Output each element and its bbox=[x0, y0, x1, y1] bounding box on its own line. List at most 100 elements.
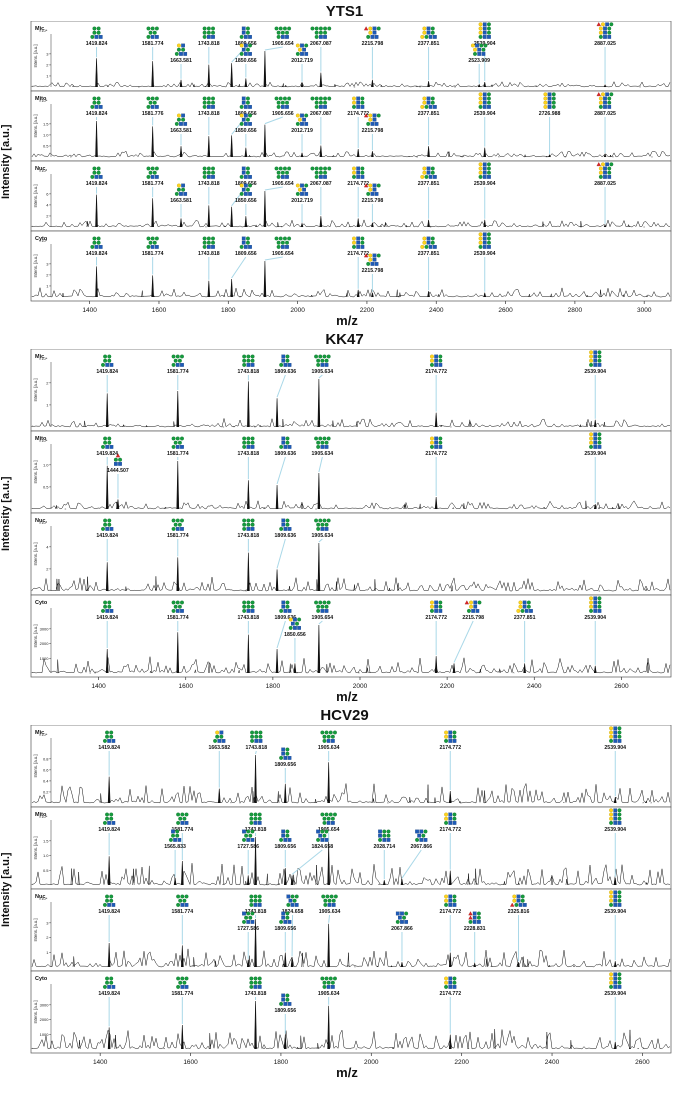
peak bbox=[207, 280, 211, 298]
peak bbox=[317, 542, 321, 592]
minor-peak bbox=[208, 662, 211, 674]
peak-label: 2067.866 bbox=[391, 926, 413, 932]
minor-peak bbox=[622, 293, 625, 298]
glycan-icon bbox=[239, 43, 253, 56]
y-tick-label: 0.5 bbox=[43, 484, 49, 489]
peak bbox=[448, 952, 452, 968]
peak bbox=[181, 945, 184, 968]
y-axis-label: Intensity [a.u.] bbox=[0, 852, 12, 927]
peak-label: 1905.634 bbox=[318, 991, 340, 997]
y-tick-label: 0.2 bbox=[43, 789, 49, 794]
y-axis-label: Intensity [a.u.] bbox=[0, 476, 12, 551]
y-exponent-label: ×10⁴ bbox=[39, 28, 48, 33]
minor-peak bbox=[314, 799, 317, 804]
spectrum-trace bbox=[31, 150, 671, 158]
glycan-icon bbox=[310, 96, 332, 109]
minor-peak bbox=[522, 956, 525, 968]
peak-label: 1419.824 bbox=[98, 991, 120, 997]
minor-peak bbox=[528, 294, 531, 298]
minor-peak bbox=[483, 790, 486, 804]
minor-peak bbox=[281, 419, 284, 428]
peak-label: 2377.851 bbox=[418, 111, 440, 117]
x-tick-label: 1600 bbox=[152, 307, 167, 314]
peak bbox=[107, 1027, 111, 1050]
minor-peak bbox=[642, 1048, 645, 1050]
minor-peak bbox=[376, 965, 379, 968]
y-exponent-label: ×10⁴ bbox=[39, 98, 48, 103]
minor-peak bbox=[646, 662, 649, 674]
row-label-mic: Mic bbox=[35, 26, 44, 32]
annotation-arrow bbox=[264, 256, 283, 261]
annotation-arrow bbox=[264, 186, 283, 191]
peak-label: 1419.824 bbox=[86, 251, 108, 257]
peak-label: 1581.774 bbox=[167, 533, 189, 539]
glycan-icon bbox=[589, 432, 602, 449]
minor-peak bbox=[193, 83, 196, 88]
minor-peak bbox=[284, 84, 287, 88]
glycan-icon bbox=[589, 350, 602, 367]
peak-label: 1743.818 bbox=[238, 615, 260, 621]
minor-peak bbox=[390, 965, 393, 968]
minor-peak bbox=[579, 423, 582, 428]
glycan-icon bbox=[239, 96, 252, 109]
minor-peak bbox=[223, 225, 226, 228]
annotation-arrow bbox=[328, 914, 331, 923]
minor-peak bbox=[289, 663, 292, 674]
glycan-icon bbox=[543, 92, 556, 109]
peak bbox=[317, 378, 321, 428]
glycan-icon bbox=[213, 730, 226, 743]
x-tick-label: 2400 bbox=[545, 1059, 560, 1066]
peak-label: 1809.636 bbox=[275, 615, 297, 621]
peak-label: 1581.774 bbox=[142, 181, 164, 187]
y-tick-label: 2 bbox=[46, 62, 49, 67]
peak-label: 1727.586 bbox=[237, 926, 259, 932]
glycan-icon bbox=[90, 96, 103, 109]
glycan-icon bbox=[609, 890, 622, 907]
minor-peak bbox=[609, 154, 612, 158]
glycan-icon bbox=[146, 96, 159, 109]
minor-peak bbox=[535, 85, 538, 88]
peak-label: 2174.772 bbox=[439, 991, 461, 997]
peak-label: 2174.772 bbox=[439, 827, 461, 833]
glycan-icon bbox=[395, 911, 409, 924]
minor-peak bbox=[543, 506, 546, 510]
peak bbox=[151, 198, 154, 228]
y-tick-label: 1.0 bbox=[43, 132, 49, 137]
glycan-icon bbox=[352, 166, 365, 179]
y-axis-label: Intensity [a.u.] bbox=[0, 124, 12, 199]
spectrum-box bbox=[30, 349, 672, 432]
glycan-icon bbox=[90, 166, 103, 179]
peak bbox=[207, 205, 211, 228]
peak-label: 1419.824 bbox=[98, 827, 120, 833]
minor-peak bbox=[380, 224, 382, 228]
minor-peak bbox=[70, 868, 73, 886]
peak-label: 1581.774 bbox=[167, 369, 189, 375]
peak-label: 2174.772 bbox=[425, 451, 447, 457]
peak-label: 1565.833 bbox=[164, 844, 186, 850]
glycan-icon bbox=[478, 162, 491, 179]
peak bbox=[105, 393, 109, 428]
spectrum-trace bbox=[31, 576, 671, 592]
glycan-icon bbox=[176, 976, 189, 989]
minor-peak bbox=[586, 294, 589, 298]
peak bbox=[434, 412, 438, 428]
peak bbox=[523, 663, 526, 674]
y-tick-label: 3 bbox=[46, 920, 49, 925]
spectrum-box bbox=[30, 21, 672, 92]
peak-label: 1419.824 bbox=[98, 745, 120, 751]
x-tick-label: 2400 bbox=[527, 683, 542, 690]
y-tick-label: 1.5 bbox=[43, 121, 49, 126]
minor-peak bbox=[629, 1029, 631, 1050]
minor-peak bbox=[405, 224, 408, 228]
peak bbox=[317, 472, 321, 510]
peak bbox=[247, 381, 250, 428]
peak-label: 1905.634 bbox=[318, 745, 340, 751]
peak bbox=[483, 292, 487, 298]
peak-label: 2887.025 bbox=[594, 111, 616, 117]
peak bbox=[356, 289, 360, 298]
peak-label: 2215.798 bbox=[462, 615, 484, 621]
peak-label: 1419.824 bbox=[86, 41, 108, 47]
peak bbox=[327, 923, 330, 968]
glycan-icon bbox=[478, 22, 491, 39]
peak bbox=[477, 83, 481, 88]
